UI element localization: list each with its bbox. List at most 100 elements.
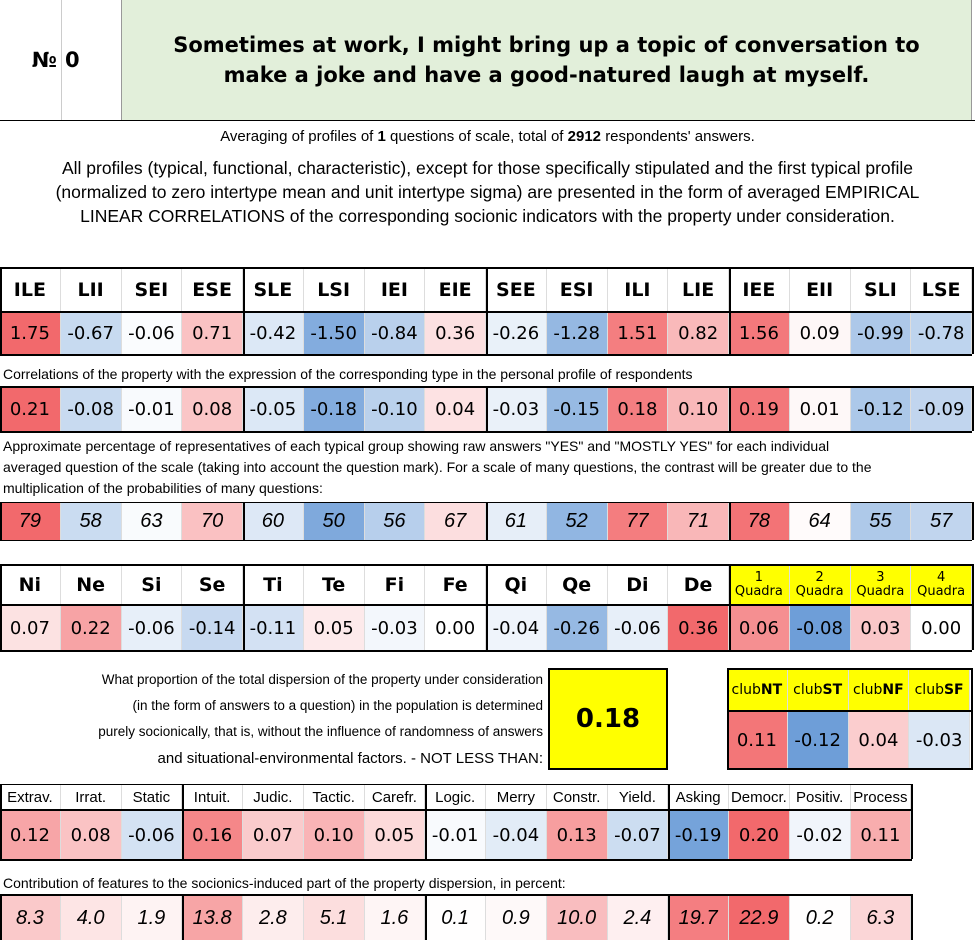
dispersion-value: 0.18 [548, 668, 668, 770]
quadra-text: Quadra [917, 584, 966, 599]
percentage: 63 [121, 503, 183, 540]
description: All profiles (typical, functional, chara… [0, 156, 975, 228]
club-code: ST [822, 681, 843, 698]
trait-label: Merry [486, 785, 547, 809]
percentage: 52 [546, 503, 608, 540]
type-value: -1.50 [303, 313, 365, 354]
caption: Contribution of features to the socionic… [3, 875, 566, 891]
dispersion-text: and situational-environmental factors. -… [157, 750, 543, 767]
quadra-label: 2 Quadra [789, 566, 851, 604]
quadra-text: Quadra [734, 584, 783, 599]
type-value: -1.28 [546, 313, 608, 354]
rule [729, 267, 731, 354]
rule [727, 668, 972, 670]
type-value: -0.42 [243, 313, 304, 354]
rule [911, 894, 914, 940]
trait-label: Static [122, 785, 183, 809]
rule [668, 784, 671, 859]
type-value: -0.26 [486, 313, 547, 354]
type-label: SEI [122, 269, 183, 311]
type-value: 0.71 [182, 313, 243, 354]
quadra-text: Quadra [856, 584, 905, 599]
type-label: EII [790, 269, 851, 311]
type-label: LSI [304, 269, 365, 311]
rule [486, 386, 488, 431]
club-code: NT [760, 681, 783, 698]
trait-label: Logic. [425, 785, 486, 809]
type-value: -0.99 [850, 313, 912, 354]
quadra-label: 3 Quadra [850, 566, 912, 604]
rule [0, 267, 2, 354]
function-label: Ti [243, 566, 304, 604]
dispersion-text: purely socionically, that is, without th… [98, 724, 543, 739]
rule [727, 768, 972, 770]
type-value: 1.56 [729, 313, 790, 354]
rule [729, 502, 731, 540]
type-value: -0.78 [911, 313, 972, 354]
trait-value: -0.19 [668, 811, 729, 859]
correlation: 0.18 [607, 388, 669, 431]
trait-value: 0.05 [364, 811, 426, 859]
type-label: LSE [911, 269, 972, 311]
percentage: 56 [364, 503, 426, 540]
rule [0, 894, 2, 940]
rule [0, 120, 975, 121]
correlation: -0.03 [486, 388, 547, 431]
quadra-value: 0.03 [850, 606, 912, 650]
quadra-value: 0.06 [729, 606, 790, 650]
rule [0, 564, 2, 650]
rule [668, 894, 671, 940]
rule [182, 894, 185, 940]
trait-label: Constr. [547, 785, 608, 809]
rule [972, 564, 974, 650]
correlation: -0.10 [364, 388, 426, 431]
type-label: ESI [547, 269, 608, 311]
trait-label: Irrat. [61, 785, 122, 809]
contribution: 19.7 [668, 896, 729, 940]
function-value: -0.26 [546, 606, 608, 650]
club-code: NF [882, 681, 904, 698]
contribution: 6.3 [850, 896, 912, 940]
function-label: Fi [365, 566, 426, 604]
percentage: 55 [850, 503, 912, 540]
percentage: 78 [729, 503, 790, 540]
function-value: 0.36 [668, 606, 729, 650]
quadra-text: Quadra [795, 584, 844, 599]
type-value: -0.67 [60, 313, 122, 354]
percentage: 58 [60, 503, 122, 540]
averaging: Averaging of profiles of 1 questions of … [0, 122, 975, 150]
rule [0, 859, 912, 861]
club-label: club NF [848, 669, 910, 710]
trait-value: -0.07 [607, 811, 669, 859]
trait-label: Yield. [608, 785, 669, 809]
type-label: LIE [668, 269, 729, 311]
rule [243, 386, 245, 431]
trait-value: 0.12 [0, 811, 61, 859]
type-label: ILI [608, 269, 669, 311]
correlation: -0.01 [121, 388, 183, 431]
quadra-label: 4 Quadra [911, 566, 972, 604]
percentage: 57 [911, 503, 972, 540]
type-value: 1.75 [0, 313, 61, 354]
function-label: Te [304, 566, 365, 604]
number-label: № [0, 0, 62, 120]
correlation: 0.10 [668, 388, 729, 431]
rule [425, 784, 428, 859]
contribution: 10.0 [546, 896, 608, 940]
rule [0, 894, 912, 896]
contribution: 2.4 [607, 896, 669, 940]
description-line: (normalized to zero intertype mean and u… [55, 182, 920, 202]
club-value: -0.03 [909, 711, 970, 769]
correlation: -0.15 [546, 388, 608, 431]
rule [911, 784, 914, 859]
correlation: 0.08 [182, 388, 243, 431]
rule [972, 267, 974, 354]
type-label: ILE [0, 269, 61, 311]
function-value: -0.03 [364, 606, 426, 650]
contribution: 22.9 [729, 896, 790, 940]
function-label: Fe [425, 566, 486, 604]
caption: Correlations of the property with the ex… [3, 366, 693, 382]
club-label: club ST [787, 669, 849, 710]
rule [0, 650, 972, 652]
contribution: 0.1 [425, 896, 486, 940]
